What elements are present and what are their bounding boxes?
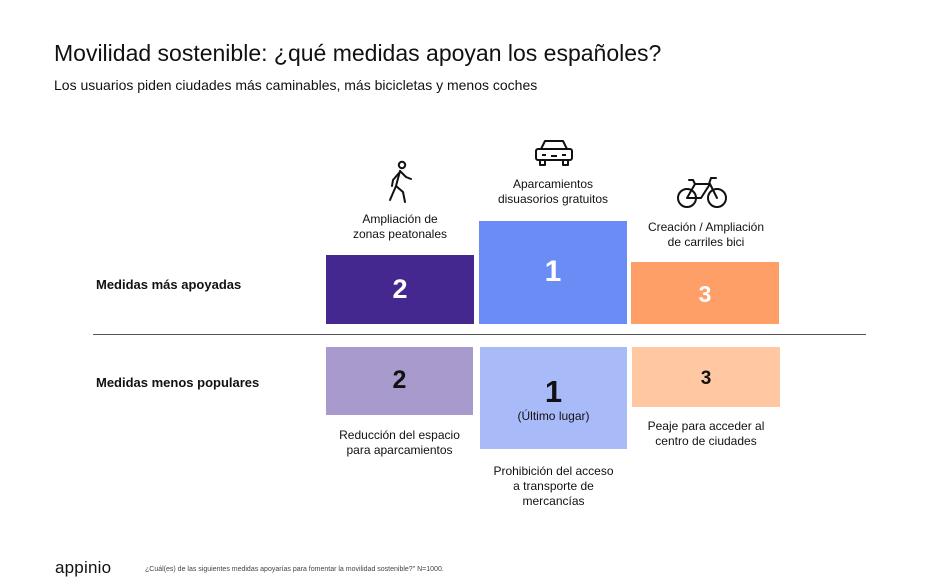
- caption-bike: Creación / Ampliación de carriles bici: [647, 220, 765, 249]
- car-icon: [535, 140, 573, 166]
- divider-line: [93, 334, 866, 335]
- caption-toll: Peaje para acceder al centro de ciudades: [647, 419, 765, 448]
- footer-note: ¿Cuál(es) de las siguientes medidas apoy…: [145, 566, 444, 573]
- row-label-most-supported: Medidas más apoyadas: [96, 277, 242, 292]
- least-popular-box-toll: 3: [632, 347, 780, 407]
- most-supported-box-parking: 1: [479, 221, 627, 324]
- chart-title: Movilidad sostenible: ¿qué medidas apoya…: [54, 40, 662, 66]
- rank-label: 1: [544, 374, 563, 409]
- rank-label: 2: [392, 274, 408, 304]
- rank-label: 1: [544, 255, 562, 288]
- chart-subtitle: Los usuarios piden ciudades más caminabl…: [54, 77, 538, 93]
- most-supported-box-bike: 3: [631, 262, 779, 324]
- caption-freight-ban: Prohibición del acceso a transporte de m…: [493, 464, 614, 508]
- row-label-least-popular: Medidas menos populares: [96, 375, 260, 390]
- most-supported-box-pedestrian: 2: [326, 255, 474, 324]
- caption-parking-reduction: Reducción del espacio para aparcamientos: [339, 428, 460, 457]
- pedestrian-icon: [389, 160, 412, 203]
- appinio-logo: appinio: [55, 558, 112, 577]
- last-place-note: (Último lugar): [517, 409, 590, 423]
- caption-pedestrian: Ampliación de zonas peatonales: [352, 212, 448, 241]
- bicycle-icon: [677, 177, 727, 208]
- caption-parking: Aparcamientos disuasorios gratuitos: [497, 177, 609, 206]
- least-popular-box-parking-reduction: 2: [326, 347, 473, 415]
- rank-label: 2: [392, 366, 407, 394]
- rank-label: 3: [700, 368, 712, 389]
- rank-label: 3: [698, 281, 712, 307]
- least-popular-box-freight-ban: 1 (Último lugar): [480, 347, 627, 449]
